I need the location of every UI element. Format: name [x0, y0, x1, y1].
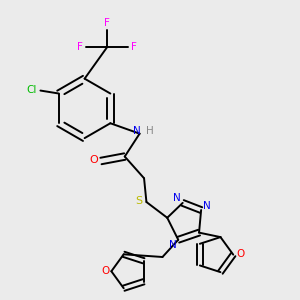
Text: N: N: [203, 201, 211, 211]
Text: H: H: [146, 126, 153, 136]
Text: S: S: [135, 196, 142, 206]
Text: N: N: [173, 193, 181, 202]
Text: O: O: [90, 155, 98, 165]
Text: Cl: Cl: [26, 85, 37, 95]
Text: O: O: [101, 266, 110, 276]
Text: N: N: [169, 240, 177, 250]
Text: O: O: [236, 249, 244, 259]
Text: F: F: [76, 43, 82, 52]
Text: F: F: [131, 43, 137, 52]
Text: F: F: [104, 18, 110, 28]
Text: N: N: [133, 126, 140, 136]
